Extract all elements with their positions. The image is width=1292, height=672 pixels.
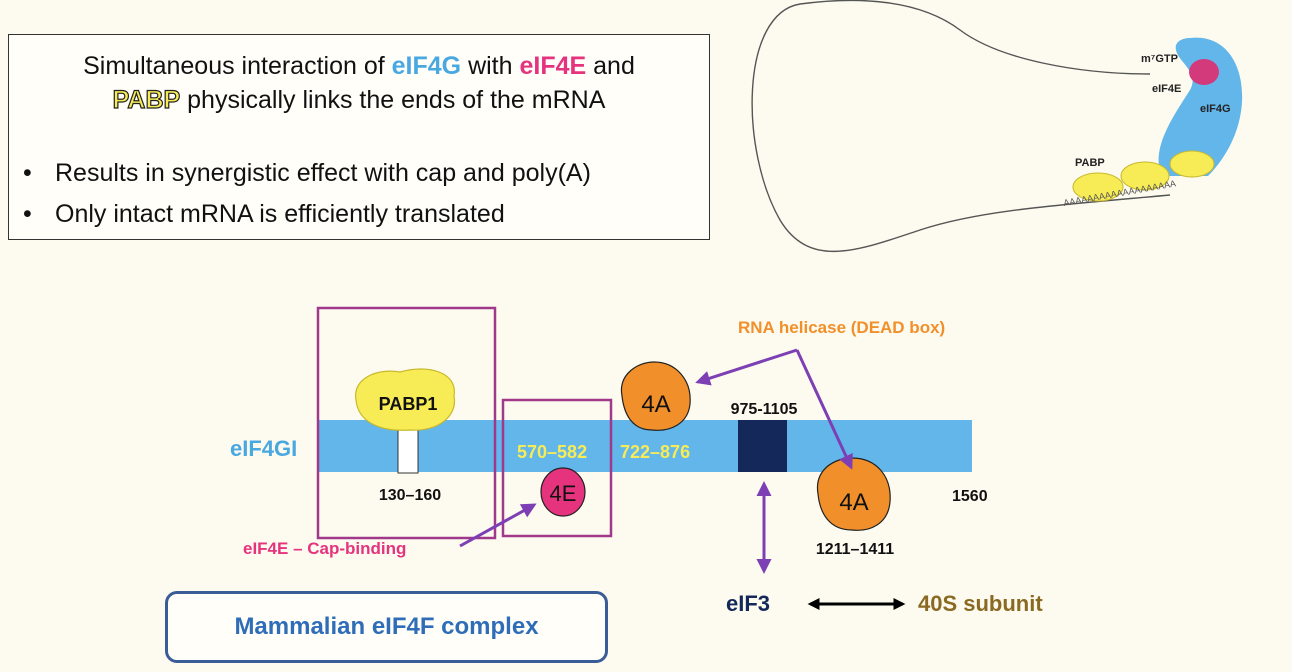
- range-4a1-label: 722–876: [620, 442, 690, 462]
- bullet-dot: •: [23, 159, 32, 187]
- mrna-strand: [751, 0, 1171, 252]
- loop-eif4e-label: eIF4E: [1152, 83, 1181, 95]
- bullet-dot: •: [23, 200, 32, 228]
- bullet-text: Only intact mRNA is efficiently translat…: [55, 200, 505, 228]
- range-4a2-label: 1211–1411: [816, 541, 894, 558]
- summary-bullets: • Results in synergistic effect with cap …: [23, 153, 591, 235]
- node-4e: [540, 467, 586, 517]
- eif3-range-label: 975-1105: [731, 401, 798, 418]
- eif4g-shape: [1158, 37, 1243, 177]
- arrow-to-4e: [459, 503, 537, 548]
- eif3-label: eIF3: [726, 591, 770, 616]
- node-4a-second-label: 4A: [839, 489, 868, 516]
- pabp-range-label: 130–160: [379, 487, 441, 504]
- node-4a-first: [620, 361, 691, 431]
- complex-title: Mammalian eIF4F complex: [234, 613, 539, 640]
- range-4e-label: 570–582: [517, 442, 587, 462]
- pabp-blob: [1120, 161, 1170, 191]
- bullet-item: • Only intact mRNA is efficiently transla…: [23, 194, 591, 235]
- pabp-term: PABP: [112, 85, 181, 114]
- pabp-blob: [1169, 150, 1215, 178]
- eif4e-binding-box: [501, 398, 613, 538]
- summary-text: and: [586, 52, 635, 80]
- loop-pabp-label: PABP: [1075, 157, 1105, 169]
- node-4a-second: [816, 457, 891, 531]
- eif4e-shape: [1189, 59, 1219, 85]
- pabp1-label: PABP1: [379, 394, 438, 414]
- node-4e-label: 4E: [550, 481, 577, 506]
- subunit-40s-label: 40S subunit: [918, 591, 1043, 616]
- eif4gi-label: eIF4GI: [230, 436, 297, 461]
- summary-text: Simultaneous interaction of: [83, 52, 392, 80]
- end-residue-label: 1560: [952, 488, 988, 505]
- complex-title-box: Mammalian eIF4F complex: [165, 591, 608, 663]
- pabp-blob: [1072, 172, 1124, 202]
- eif4gi-domain-map: eIF4GI PABP1 130–160 570–582 722–876 4E …: [230, 306, 1043, 616]
- summary-box: Simultaneous interaction of eIF4G with e…: [8, 34, 710, 240]
- bullet-item: • Results in synergistic effect with cap …: [23, 153, 591, 194]
- node-4a-first-label: 4A: [641, 391, 670, 418]
- summary-text: with: [461, 52, 520, 80]
- eif3-binding-domain: [738, 420, 787, 472]
- pabp-binding-box: [316, 306, 497, 540]
- arrow-to-4a-second: [795, 349, 853, 470]
- bullet-text: Results in synergistic effect with cap a…: [55, 159, 591, 187]
- eif4g-term: eIF4G: [391, 52, 462, 80]
- summary-text: physically links the ends of the mRNA: [180, 86, 606, 114]
- helicase-note: RNA helicase (DEAD box): [738, 318, 945, 337]
- cap-label: m⁷GTP: [1141, 53, 1178, 65]
- summary-heading: Simultaneous interaction of eIF4G with e…: [9, 49, 709, 117]
- eif4e-term: eIF4E: [519, 52, 587, 80]
- pabp1-blob: [355, 368, 456, 431]
- mrna-loop-illustration: m⁷GTP eIF4E eIF4G PABP AAAAAAAAAAAAAAAAA…: [751, 0, 1243, 252]
- cap-binding-note: eIF4E – Cap-binding: [243, 539, 406, 558]
- loop-eif4g-label: eIF4G: [1200, 103, 1231, 115]
- pabp-stem: [397, 425, 419, 474]
- arrow-to-4a-first: [695, 348, 798, 386]
